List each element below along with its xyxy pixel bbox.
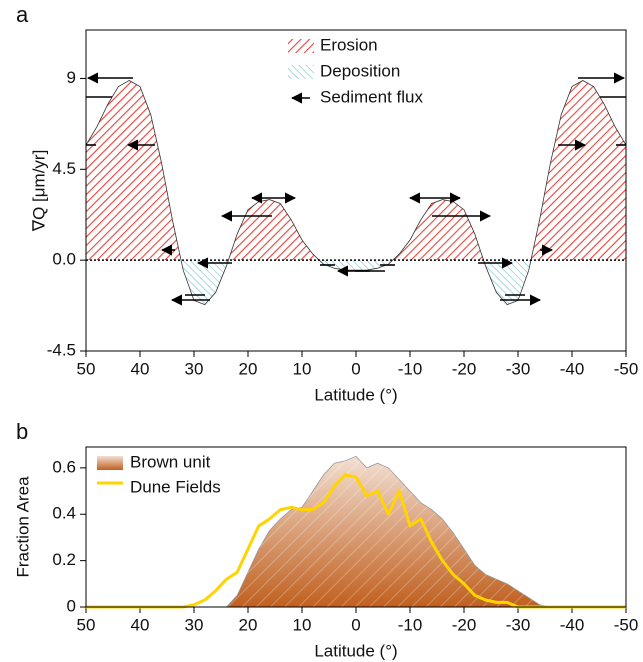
plot-frame: [85, 446, 627, 608]
deposition-area: [86, 260, 626, 305]
x-tick-label: 50: [77, 359, 96, 378]
y-axis-label: Fraction Area: [13, 476, 32, 578]
legend-label: Dune Fields: [130, 477, 221, 496]
y-tick-label: 0.0: [52, 250, 76, 269]
y-tick-label: 0.4: [52, 504, 76, 523]
y-tick-label: 0.6: [52, 457, 76, 476]
x-tick-label: -10: [398, 359, 423, 378]
legend-label: Brown unit: [130, 452, 211, 471]
x-tick-label: -20: [452, 359, 477, 378]
y-tick-label: -4.5: [47, 340, 76, 359]
x-tick-label: -20: [452, 615, 477, 634]
plot-frame: [85, 29, 627, 352]
legend-label: Sediment flux: [320, 87, 423, 106]
x-tick-label: 40: [131, 359, 150, 378]
x-tick-label: -50: [614, 615, 639, 634]
legend-swatch: [288, 65, 314, 79]
y-tick-label: 0: [67, 596, 76, 615]
legend-label: Deposition: [320, 61, 400, 80]
x-axis-label: Latitude (°): [314, 385, 397, 404]
x-tick-label: -40: [560, 615, 585, 634]
legend-swatch: [97, 456, 123, 470]
x-tick-label: 30: [185, 359, 204, 378]
legend-swatch: [288, 39, 314, 53]
y-tick-label: 4.5: [52, 159, 76, 178]
x-tick-label: -50: [614, 359, 639, 378]
x-tick-label: 0: [351, 615, 360, 634]
x-tick-label: 40: [131, 615, 150, 634]
x-tick-label: 50: [77, 615, 96, 634]
y-tick-label: 0.2: [52, 550, 76, 569]
legend-label: Erosion: [320, 35, 378, 54]
x-tick-label: 20: [239, 359, 258, 378]
x-tick-label: -30: [506, 615, 531, 634]
area-hatch: [86, 456, 626, 607]
x-tick-label: 0: [351, 359, 360, 378]
x-tick-label: -30: [506, 359, 531, 378]
x-tick-label: -40: [560, 359, 585, 378]
y-tick-label: 9: [67, 68, 76, 87]
panel-label: a: [16, 2, 29, 27]
x-tick-label: -10: [398, 615, 423, 634]
x-tick-label: 10: [293, 359, 312, 378]
x-tick-label: 20: [239, 615, 258, 634]
erosion-area: [86, 80, 626, 261]
x-tick-label: 30: [185, 615, 204, 634]
y-axis-label: ∇Q [μm/yr]: [29, 150, 48, 233]
x-tick-label: 10: [293, 615, 312, 634]
x-axis-label: Latitude (°): [314, 641, 397, 660]
panel-label: b: [16, 419, 28, 444]
flux-arrows: [86, 72, 626, 306]
